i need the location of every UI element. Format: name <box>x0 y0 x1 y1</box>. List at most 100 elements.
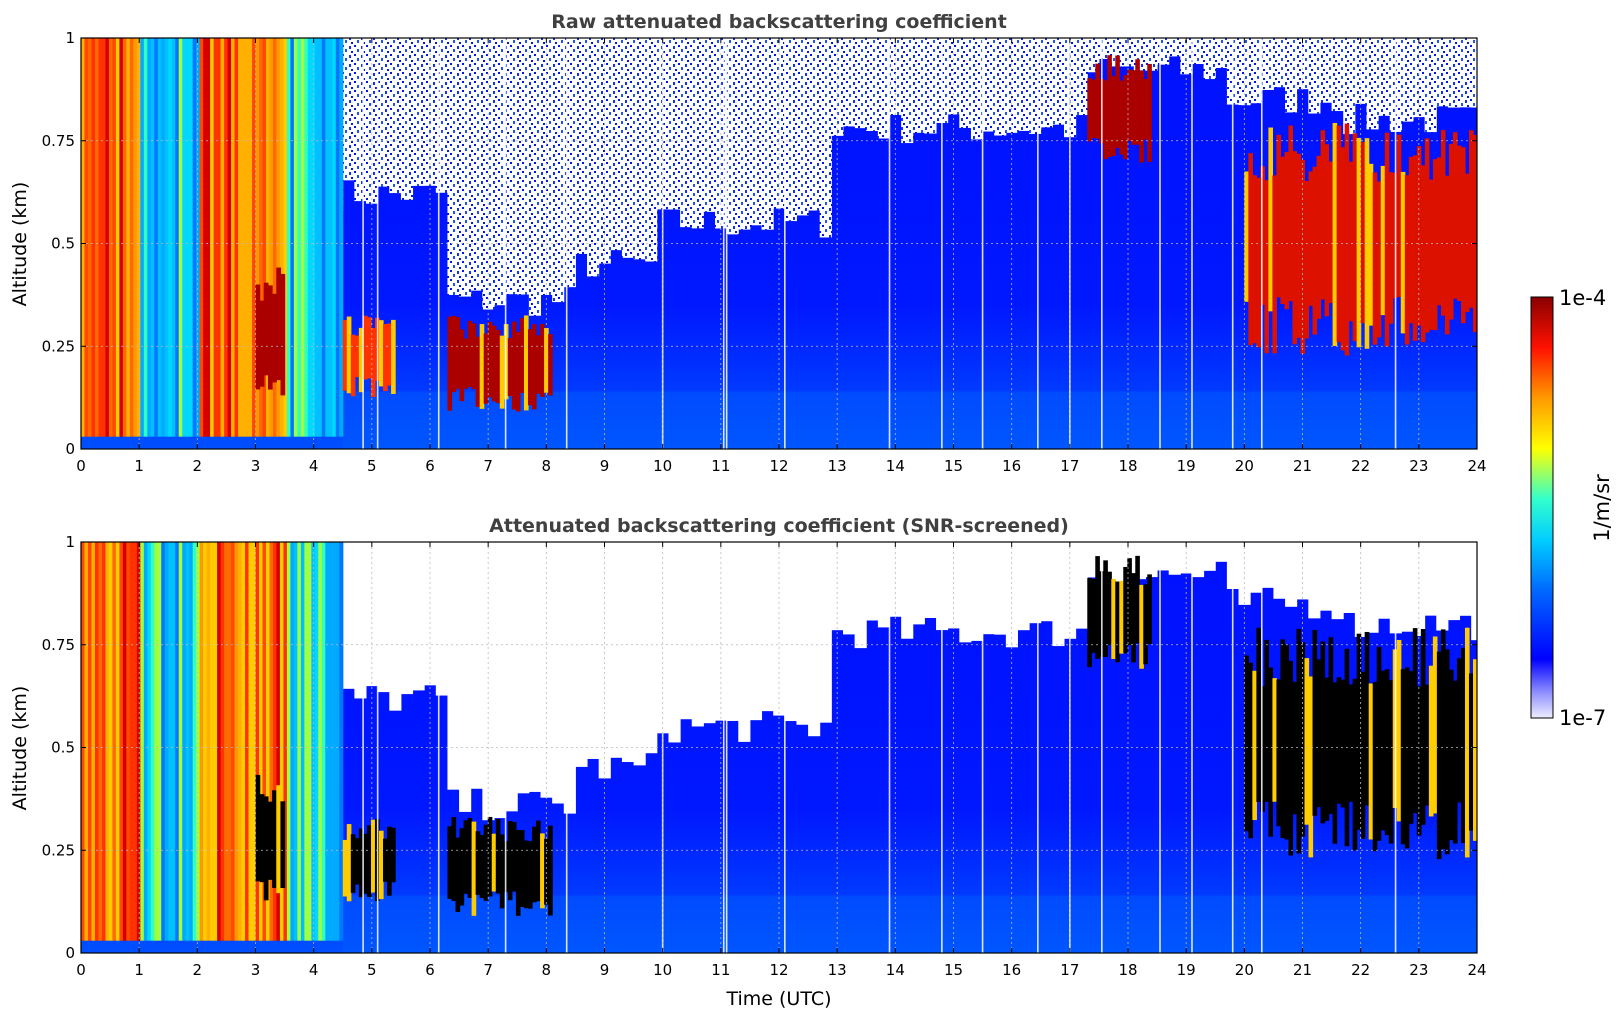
cloud-feature <box>1452 680 1458 844</box>
heatmap-image <box>81 542 1477 953</box>
cloud-column <box>157 542 162 941</box>
cloud-feature <box>1388 172 1394 324</box>
cloud-column <box>290 542 295 941</box>
cloud-feature <box>459 329 465 402</box>
cloud-column <box>311 38 316 437</box>
cloud-feature <box>479 324 485 409</box>
cloud-feature <box>1464 173 1470 313</box>
cloud-feature <box>1408 156 1414 324</box>
cloud-feature <box>1320 130 1326 300</box>
noise-region <box>610 542 623 758</box>
cloud-feature <box>255 284 261 390</box>
x-tick-label: 20 <box>1235 457 1254 475</box>
cloud-feature <box>1147 574 1152 645</box>
noise-region <box>1040 38 1053 128</box>
x-tick-label: 0 <box>76 961 86 979</box>
panel-title: Attenuated backscattering coefficient (S… <box>489 515 1069 537</box>
cloud-column <box>161 542 166 941</box>
cloud-feature <box>1428 665 1434 817</box>
noise-region <box>1366 542 1379 633</box>
x-tick-label: 12 <box>769 961 788 979</box>
noise-region <box>563 542 576 814</box>
cloud-column <box>248 38 253 437</box>
cloud-feature <box>451 817 457 902</box>
cloud-column <box>231 542 236 941</box>
x-tick-label: 23 <box>1409 457 1428 475</box>
cloud-feature <box>1400 669 1406 845</box>
cloud-column <box>122 38 127 437</box>
noise-region <box>1122 38 1135 67</box>
cloud-feature <box>1472 659 1477 841</box>
cloud-column <box>136 38 141 437</box>
cloud-feature <box>263 282 269 376</box>
noise-region <box>435 38 448 193</box>
noise-region <box>1238 38 1251 106</box>
cloud-feature <box>540 323 545 397</box>
cloud-feature <box>1288 125 1294 302</box>
noise-region <box>819 38 832 238</box>
cloud-column <box>234 542 239 941</box>
noise-region <box>1191 38 1205 65</box>
x-tick-label: 12 <box>769 457 788 475</box>
cloud-feature <box>1264 180 1270 354</box>
cloud-feature <box>1420 165 1426 343</box>
x-tick-label: 0 <box>76 457 86 475</box>
x-tick-label: 8 <box>542 457 552 475</box>
noise-region <box>400 542 414 695</box>
cloud-column <box>154 542 159 941</box>
cloud-feature <box>1131 573 1136 663</box>
noise-region <box>1436 38 1449 107</box>
x-tick-label: 6 <box>425 961 435 979</box>
cloud-feature <box>358 828 364 898</box>
cloud-feature <box>267 285 273 390</box>
noise-region <box>1157 38 1170 65</box>
x-tick-label: 4 <box>309 457 319 475</box>
cloud-column <box>157 38 162 437</box>
cloud-feature <box>370 819 376 893</box>
x-tick-label: 24 <box>1467 961 1486 979</box>
cloud-feature <box>259 300 265 387</box>
cloud-column <box>238 542 243 941</box>
cloud-feature <box>1107 55 1112 157</box>
noise-region <box>563 38 576 288</box>
noise-region <box>889 542 902 617</box>
cloud-column <box>189 542 194 941</box>
cloud-feature <box>1352 678 1358 851</box>
cloud-feature <box>519 830 525 908</box>
cloud-feature <box>259 794 265 883</box>
cloud-feature <box>1135 59 1140 145</box>
cloud-feature <box>1460 147 1466 324</box>
noise-region <box>1215 542 1228 562</box>
noise-region <box>808 542 821 737</box>
cloud-feature <box>467 817 473 898</box>
noise-region <box>528 542 542 792</box>
noise-region <box>1261 38 1274 90</box>
cloud-column <box>252 542 257 941</box>
x-tick-label: 16 <box>1002 457 1021 475</box>
cloud-feature <box>527 841 533 909</box>
cloud-feature <box>387 826 392 896</box>
cloud-column <box>94 542 100 941</box>
x-tick-label: 9 <box>600 457 610 475</box>
noise-region <box>1401 542 1414 632</box>
noise-region <box>645 38 658 262</box>
noise-region <box>517 542 530 794</box>
noise-region <box>1308 542 1321 619</box>
cloud-column <box>101 38 107 437</box>
x-tick-label: 5 <box>367 457 377 475</box>
cloud-feature <box>1308 676 1314 858</box>
cloud-feature <box>1360 142 1366 324</box>
noise-region <box>1447 542 1461 621</box>
cloud-feature <box>1380 670 1386 831</box>
cloud-feature <box>1280 639 1286 839</box>
cloud-column <box>199 38 204 437</box>
noise-region <box>377 38 390 187</box>
noise-region <box>749 38 763 226</box>
x-axis-label: Time (UTC) <box>725 988 831 1010</box>
cloud-column <box>318 38 323 437</box>
cloud-column <box>112 38 117 437</box>
noise-region <box>470 38 483 291</box>
noise-region <box>412 542 425 691</box>
noise-region <box>1378 38 1391 116</box>
noise-region <box>947 542 960 629</box>
